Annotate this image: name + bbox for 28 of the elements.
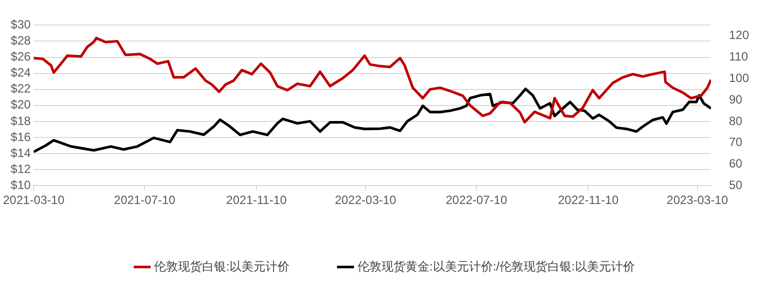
y-tick-label: $22 — [10, 82, 32, 96]
x-tick-label: 2021-11-10 — [226, 193, 287, 208]
x-tick-label: 2021-07-10 — [114, 193, 176, 208]
y-tick-label: $24 — [10, 66, 32, 80]
y2-tick-label: 50 — [728, 178, 743, 192]
x-tick-label: 2023-03-10 — [666, 193, 728, 208]
y2-tick-label: 80 — [728, 114, 743, 128]
y-tick-label: $14 — [10, 146, 32, 160]
x-tick-label: 2021-03-10 — [2, 193, 65, 208]
y-tick-label: $20 — [10, 98, 32, 112]
y2-tick-label: 110 — [728, 50, 748, 64]
y-tick-label: $18 — [10, 114, 32, 128]
y-tick-label: $30 — [10, 18, 32, 32]
x-tick-label: 2022-11-10 — [558, 193, 619, 208]
legend-label: 伦敦现货黄金:以美元计价:/伦敦现货白银:以美元计价 — [358, 259, 635, 274]
x-tick-label: 2022-03-10 — [334, 193, 397, 208]
y-tick-label: $28 — [10, 34, 32, 48]
y-tick-label: $10 — [10, 178, 32, 192]
y2-tick-label: 70 — [728, 135, 743, 150]
y2-tick-label: 60 — [728, 156, 743, 171]
y2-tick-label: 90 — [728, 92, 743, 106]
x-tick-label: 2022-07-10 — [446, 193, 508, 208]
legend-label: 伦敦现货白银:以美元计价 — [154, 259, 290, 274]
y2-tick-label: 120 — [728, 28, 750, 42]
y-tick-label: $26 — [10, 50, 32, 64]
y2-tick-label: 100 — [728, 70, 750, 85]
y-tick-label: $12 — [10, 162, 32, 176]
y-tick-label: $16 — [10, 130, 32, 144]
